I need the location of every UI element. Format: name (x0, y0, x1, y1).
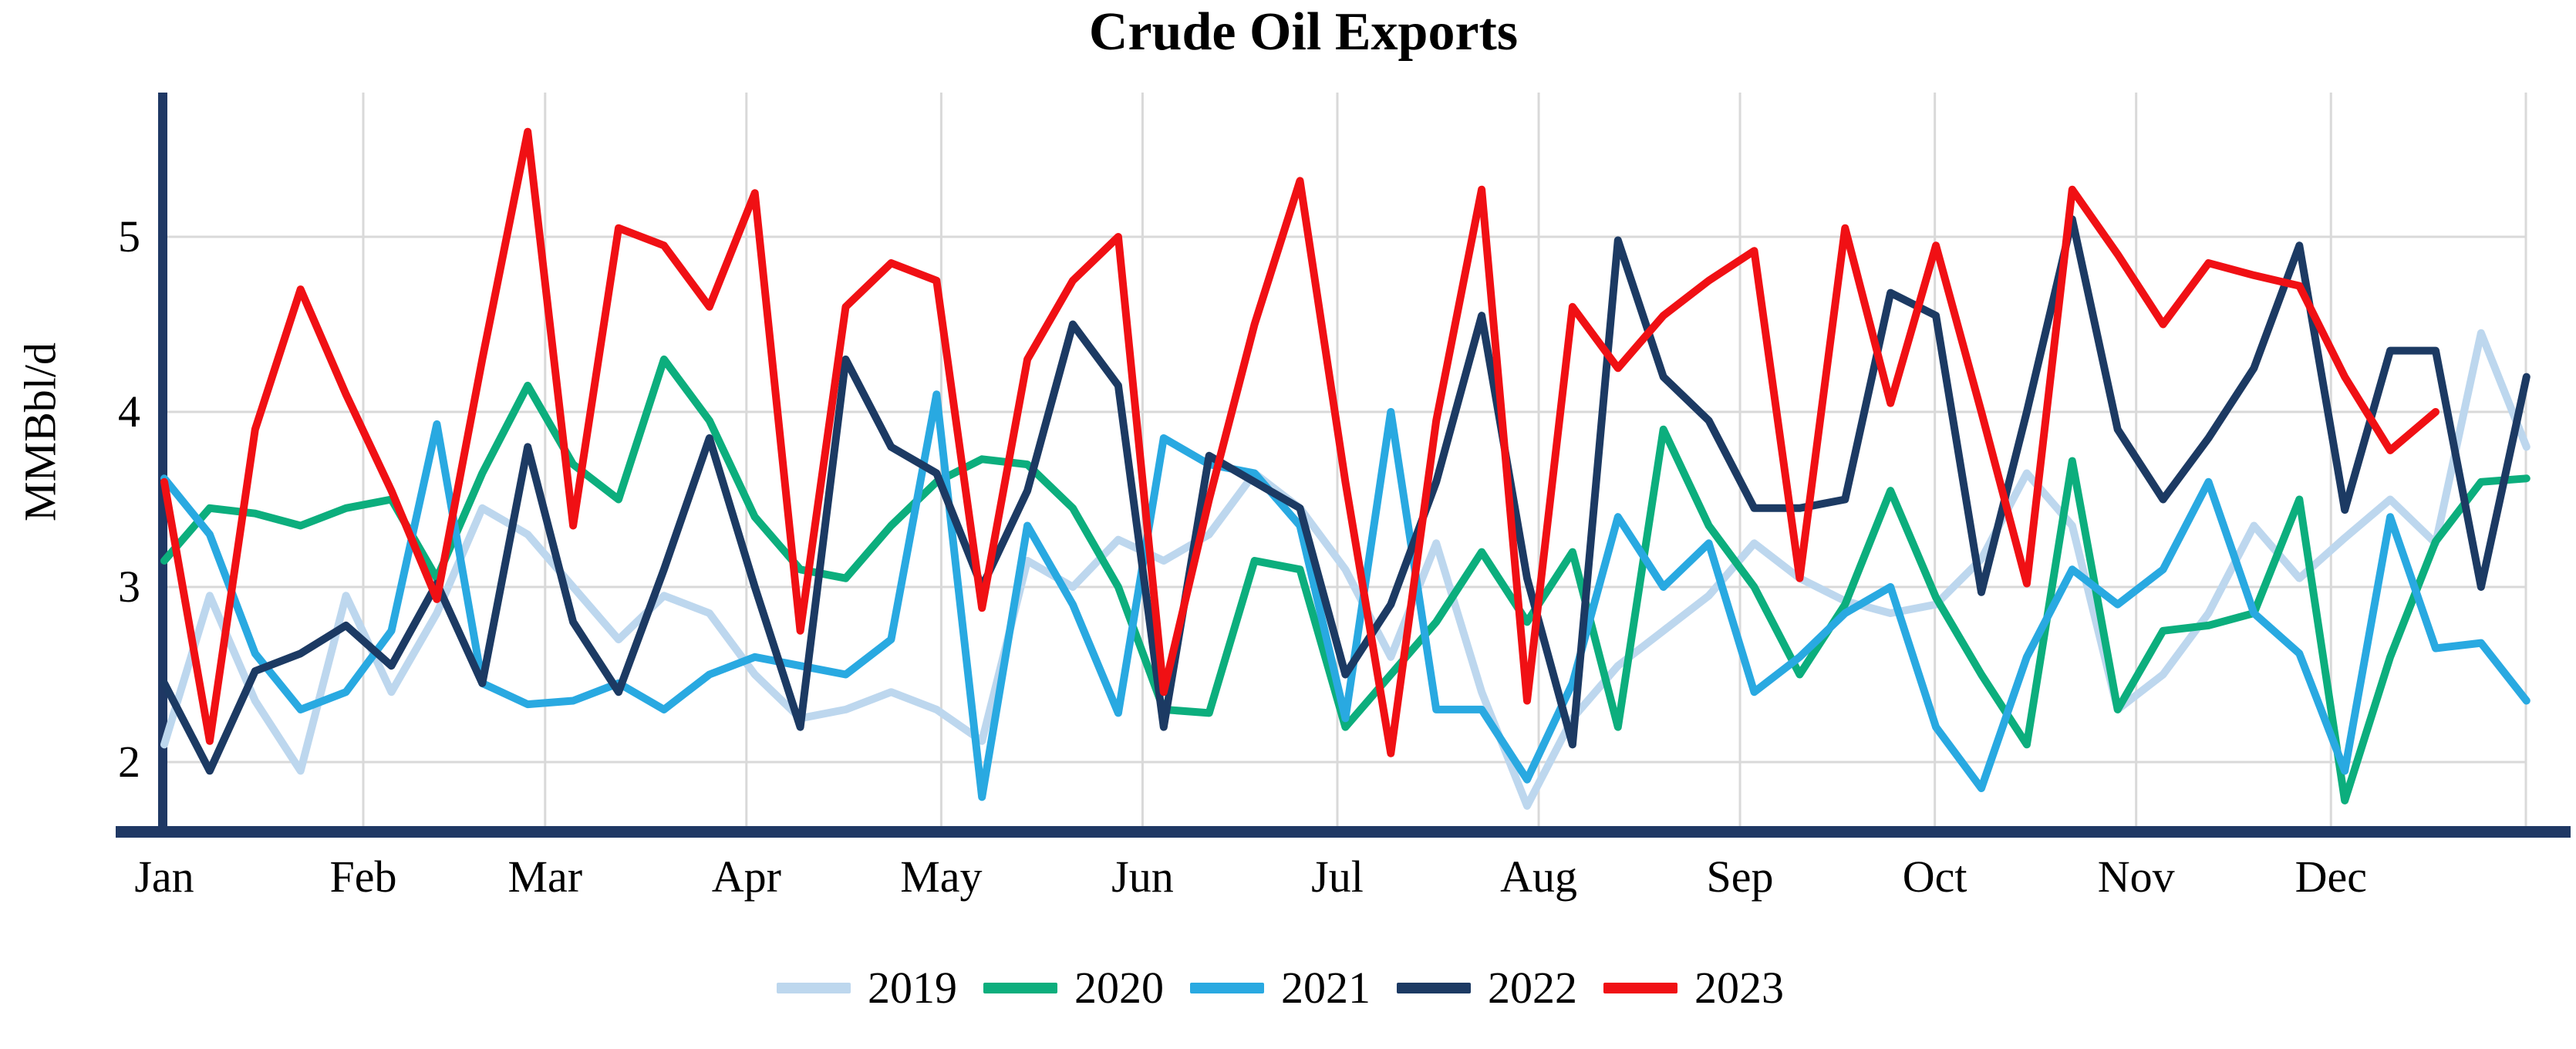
legend-item-2023: 2023 (1603, 966, 1784, 1010)
legend-label: 2020 (1074, 963, 1164, 1013)
legend-swatch-2021 (1190, 983, 1264, 993)
x-tick-label: Mar (507, 852, 583, 902)
series-line-2022 (160, 215, 2530, 775)
legend-label: 2022 (1488, 963, 1577, 1013)
x-tick-label: May (900, 852, 983, 902)
x-tick-label: Jun (1111, 852, 1174, 902)
x-tick-label: Aug (1500, 852, 1577, 902)
legend-item-2021: 2021 (1190, 966, 1371, 1010)
x-axis-line (116, 826, 2571, 838)
legend-swatch-2019 (777, 983, 851, 993)
legend-label: 2021 (1281, 963, 1371, 1013)
legend: 2019 2020 2021 2022 2023 (777, 966, 1784, 1010)
y-axis-label: MMBbl/d (15, 342, 66, 522)
legend-item-2020: 2020 (983, 966, 1164, 1010)
legend-label: 2023 (1694, 963, 1784, 1013)
y-axis-line (158, 93, 167, 831)
x-tick-label: Apr (711, 852, 781, 902)
y-tick-label: 4 (118, 386, 140, 437)
series-line-2021 (160, 390, 2530, 801)
x-tick-label: Dec (2294, 852, 2367, 902)
legend-label: 2019 (868, 963, 957, 1013)
x-tick-label: Feb (329, 852, 397, 902)
y-tick-label: 2 (118, 737, 140, 787)
series-line-2023 (160, 127, 2439, 757)
x-tick-label: Jan (134, 852, 194, 902)
legend-item-2019: 2019 (777, 966, 957, 1010)
legend-swatch-2022 (1397, 983, 1471, 993)
legend-swatch-2023 (1603, 983, 1677, 993)
legend-swatch-2020 (983, 983, 1057, 993)
x-tick-label: Sep (1706, 852, 1774, 902)
y-tick-label: 5 (118, 211, 140, 261)
x-tick-label: Oct (1902, 852, 1967, 902)
x-tick-label: Jul (1311, 852, 1364, 902)
x-tick-label: Nov (2097, 852, 2175, 902)
chart-title: Crude Oil Exports (1088, 2, 1519, 62)
legend-item-2022: 2022 (1397, 966, 1577, 1010)
y-tick-label: 3 (118, 562, 140, 612)
series-line-2020 (160, 355, 2530, 804)
